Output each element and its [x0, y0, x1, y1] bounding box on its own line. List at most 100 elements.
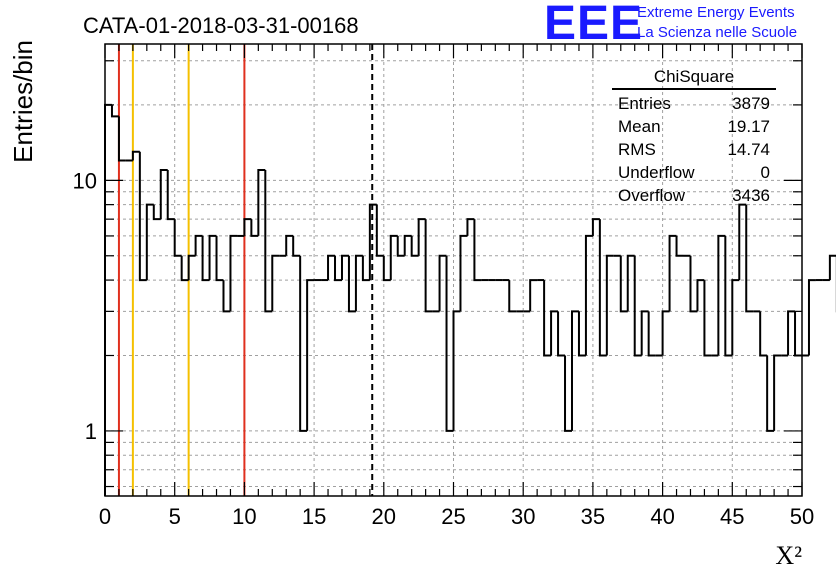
histogram-bin — [208, 234, 217, 281]
x-tick-label: 45 — [720, 504, 744, 529]
histogram-bin — [299, 255, 308, 432]
y-tick-label: 1 — [85, 419, 97, 444]
histogram-bin — [292, 235, 301, 257]
stats-label: Overflow — [618, 186, 686, 205]
x-axis-label: X² — [775, 541, 802, 570]
histogram-bin — [724, 235, 733, 357]
histogram-bin — [180, 255, 189, 282]
histogram-bin — [222, 280, 231, 313]
stats-value: 3879 — [732, 94, 770, 113]
stats-value: 0 — [760, 163, 770, 182]
histogram-bin — [717, 234, 726, 356]
x-tick-label: 50 — [790, 504, 814, 529]
x-tick-label: 0 — [99, 504, 111, 529]
histogram-bin — [257, 168, 266, 236]
histogram-bin — [529, 279, 538, 312]
histogram-bin — [598, 219, 607, 357]
histogram-bin — [508, 280, 517, 313]
histogram-bin — [243, 218, 252, 236]
x-tick-label: 35 — [581, 504, 605, 529]
histogram-bin — [334, 255, 342, 282]
histogram-bin — [696, 279, 705, 312]
histogram-bin — [633, 255, 642, 357]
stats-row-overflow: Overflow 3436 — [612, 184, 776, 207]
stats-row-entries: Entries 3879 — [612, 92, 776, 115]
histogram-bin — [264, 169, 273, 313]
histogram-bin — [745, 204, 754, 313]
stats-box: ChiSquare Entries 3879 Mean 19.17 RMS 14… — [612, 66, 776, 207]
histogram-bin — [591, 218, 600, 236]
histogram-bin — [110, 104, 119, 118]
stats-label: RMS — [618, 140, 656, 159]
histogram-bin — [466, 218, 475, 236]
histogram-bin — [250, 219, 259, 237]
histogram-bin — [773, 354, 782, 431]
histogram-bin — [306, 279, 315, 431]
histogram-bin — [570, 310, 579, 431]
y-axis-label: Entries/bin — [8, 40, 38, 163]
x-tick-label: 20 — [372, 504, 396, 529]
histogram-bin — [731, 279, 740, 356]
x-tick-label: 30 — [511, 504, 535, 529]
histogram-bin — [410, 235, 419, 257]
histogram-bin — [285, 234, 294, 256]
axes: 0 5 10 15 20 25 30 35 40 45 50 1 10 — [73, 43, 814, 529]
histogram-bin — [396, 235, 405, 257]
stats-label: Mean — [618, 117, 661, 136]
histogram-bin — [689, 255, 698, 313]
histogram-bin — [117, 116, 126, 162]
histogram-bin — [452, 310, 461, 431]
histogram-bin — [647, 311, 656, 357]
x-tick-label: 25 — [441, 504, 465, 529]
histogram-bin — [577, 311, 586, 357]
histogram-bin — [619, 255, 628, 313]
histogram-bin — [187, 254, 196, 281]
histogram-bin — [389, 234, 398, 281]
histogram-bin — [215, 235, 224, 282]
x-tick-label: 15 — [302, 504, 326, 529]
histogram-bin — [166, 169, 175, 221]
eee-logo: EEE — [544, 0, 644, 50]
histogram-bin — [417, 218, 426, 256]
histogram-bin — [145, 203, 154, 281]
brand-line-1: Extreme Energy Events — [637, 4, 795, 21]
histogram-bin — [675, 235, 684, 257]
histogram-bin — [382, 255, 391, 282]
brand-line-2: La Scienza nelle Scuole — [637, 24, 798, 41]
histogram-bin — [201, 235, 210, 282]
histogram-bin — [131, 150, 140, 161]
histogram-bin — [605, 254, 614, 356]
histogram-bin — [584, 234, 593, 356]
histogram-bin — [424, 219, 433, 313]
stats-value: 3436 — [732, 186, 770, 205]
histogram-bin — [668, 234, 677, 312]
stats-divider — [612, 88, 776, 90]
histogram-bin — [138, 151, 147, 282]
histogram-bin — [104, 103, 112, 496]
histogram-bin — [361, 255, 370, 282]
chart-title: CATA-01-2018-03-31-00168 — [83, 13, 359, 38]
histogram-bin — [152, 204, 161, 221]
histogram-bin — [403, 234, 412, 256]
histogram-bin — [347, 255, 356, 313]
histogram-bin — [787, 310, 796, 356]
histogram-layer — [104, 103, 836, 496]
stats-row-rms: RMS 14.74 — [612, 138, 776, 161]
histogram-bin — [354, 254, 363, 312]
stats-label: Underflow — [618, 163, 695, 182]
y-tick-label: 10 — [73, 168, 97, 193]
histogram-bin — [557, 311, 566, 357]
histogram-bin — [445, 255, 454, 432]
histogram-bin — [766, 355, 775, 432]
histogram-bin — [828, 254, 836, 281]
histogram-bin — [368, 203, 377, 281]
stats-value: 14.74 — [727, 140, 770, 159]
histogram-bin — [340, 254, 349, 281]
x-tick-label: 10 — [232, 504, 256, 529]
histogram-bin — [661, 310, 670, 356]
stats-row-mean: Mean 19.17 — [612, 115, 776, 138]
stats-title: ChiSquare — [653, 67, 735, 86]
histogram-bin — [543, 280, 552, 357]
histogram-bin — [738, 203, 747, 281]
histogram-bin — [550, 310, 559, 356]
